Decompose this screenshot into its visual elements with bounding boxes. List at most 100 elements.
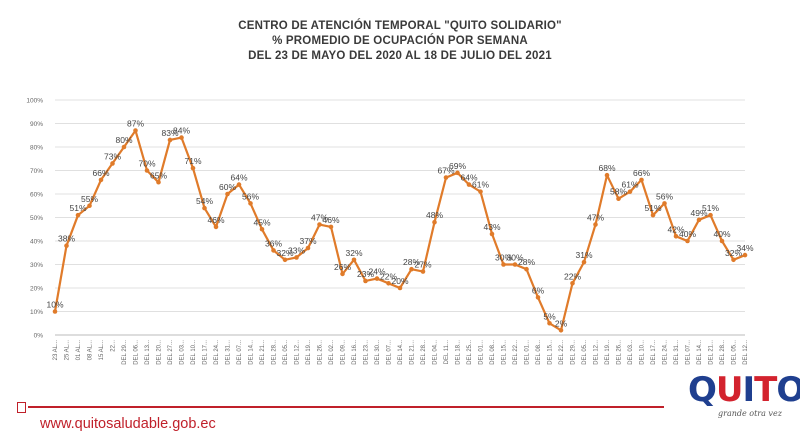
data-point	[512, 262, 518, 267]
x-tick-label: DEL 14...	[697, 340, 703, 365]
x-tick-label: DEL 16...	[352, 340, 358, 365]
data-label: 55%	[81, 194, 98, 204]
data-point	[351, 257, 357, 263]
data-label: 49%	[690, 208, 707, 218]
data-point	[696, 217, 702, 223]
y-tick-label: 80%	[30, 145, 43, 152]
data-point	[317, 222, 322, 227]
data-label: 28%	[403, 257, 420, 267]
data-point	[110, 161, 115, 166]
data-label: 30%	[506, 253, 523, 263]
data-point	[409, 266, 414, 272]
data-point	[294, 255, 299, 260]
data-point	[202, 205, 207, 211]
data-label: 66%	[92, 168, 109, 178]
data-point	[627, 189, 633, 194]
x-tick-label: DEL 14...	[249, 340, 255, 365]
data-point	[466, 182, 472, 187]
data-point	[639, 177, 644, 183]
data-point	[443, 175, 449, 180]
y-tick-label: 20%	[30, 286, 43, 293]
data-label: 61%	[621, 180, 638, 190]
data-label: 38%	[58, 234, 75, 244]
data-point	[121, 144, 127, 150]
data-label: 32%	[345, 248, 362, 258]
data-point	[420, 269, 426, 274]
x-tick-label: DEL 24...	[663, 340, 669, 365]
data-label: 36%	[265, 238, 282, 248]
x-tick-label: DEL 22...	[559, 340, 565, 365]
x-tick-label: DEL 09...	[341, 340, 347, 365]
data-point	[98, 177, 104, 183]
data-label: 46%	[322, 215, 339, 225]
data-label: 27%	[414, 260, 431, 270]
x-tick-label: DEL 12...	[594, 340, 600, 365]
data-label: 56%	[656, 191, 673, 201]
data-point	[535, 295, 541, 300]
x-tick-label: DEL 28...	[720, 340, 726, 365]
x-tick-label: DEL 07...	[237, 340, 243, 365]
x-tick-label: DEL 29...	[122, 340, 128, 365]
data-label: 68%	[598, 163, 615, 173]
data-point	[501, 262, 506, 267]
data-label: 87%	[127, 119, 144, 129]
data-label: 40%	[713, 229, 730, 239]
x-tick-label: DEL 22...	[513, 340, 519, 365]
data-label: 34%	[736, 243, 753, 253]
data-label: 22%	[380, 271, 397, 281]
data-label: 37%	[299, 236, 316, 246]
x-tick-label: DEL 23...	[364, 340, 370, 365]
data-point	[87, 203, 92, 209]
data-point	[52, 309, 58, 314]
chart-title-line-2: % PROMEDIO DE OCUPACIÓN POR SEMANA	[272, 35, 528, 47]
occupancy-series-line	[53, 129, 746, 332]
data-label: 80%	[115, 135, 132, 145]
quito-logo-tagline: grande otra vez	[718, 409, 782, 418]
data-point	[397, 285, 403, 291]
data-point	[570, 281, 575, 286]
data-point	[432, 219, 437, 225]
x-tick-label: DEL 19...	[605, 340, 611, 365]
x-tick-label: DEL 31...	[674, 340, 680, 365]
x-tick-label: 08 AL...	[88, 340, 94, 361]
data-point	[144, 168, 150, 173]
x-tick-label: DEL 03...	[180, 340, 186, 365]
x-tick-label: DEL 17...	[651, 340, 657, 365]
data-label: 69%	[449, 161, 466, 171]
x-tick-label: DEL 29...	[571, 340, 577, 365]
data-point	[259, 226, 265, 232]
x-tick-label: DEL 26...	[318, 340, 324, 365]
y-tick-label: 30%	[30, 262, 43, 269]
data-label: 61%	[472, 180, 489, 190]
y-tick-label: 40%	[30, 239, 43, 246]
footer-square-icon	[17, 402, 26, 413]
x-tick-label: DEL 10...	[640, 340, 646, 365]
data-point	[64, 243, 69, 248]
data-label: 20%	[391, 276, 408, 286]
data-label: 71%	[184, 156, 201, 166]
x-tick-label: DEL 07...	[686, 340, 692, 365]
data-point	[374, 276, 380, 281]
chart-title-line-1: CENTRO DE ATENCIÓN TEMPORAL "QUITO SOLID…	[238, 20, 562, 32]
x-tick-label: DEL 19...	[306, 340, 312, 365]
website-link[interactable]: www.quitosaludable.gob.ec	[40, 416, 216, 432]
x-tick-label: DEL 05...	[582, 340, 588, 365]
data-point	[616, 196, 621, 201]
data-label: 60%	[219, 182, 236, 192]
data-label: 42%	[667, 224, 684, 234]
data-point	[524, 266, 529, 272]
data-label: 51%	[702, 203, 719, 213]
x-tick-label: DEL 06...	[134, 340, 140, 365]
x-tick-label: DEL 12...	[743, 340, 749, 365]
x-tick-label: DEL 14...	[398, 340, 404, 365]
x-tick-label: DEL 28...	[421, 340, 427, 365]
quito-logo-wordmark: QUITO	[688, 370, 800, 410]
x-tick-label: DEL 18...	[456, 340, 462, 365]
x-tick-label: DEL 20...	[157, 340, 163, 365]
data-point	[305, 245, 311, 251]
footer-divider	[28, 406, 664, 408]
x-tick-label: DEL 10...	[191, 340, 197, 365]
occupancy-line-chart: 0%10%20%30%40%50%60%70%80%90%100%23 AL..…	[26, 98, 754, 365]
data-point	[156, 179, 161, 185]
quito-logo: QUITO grande otra vez	[688, 372, 800, 424]
